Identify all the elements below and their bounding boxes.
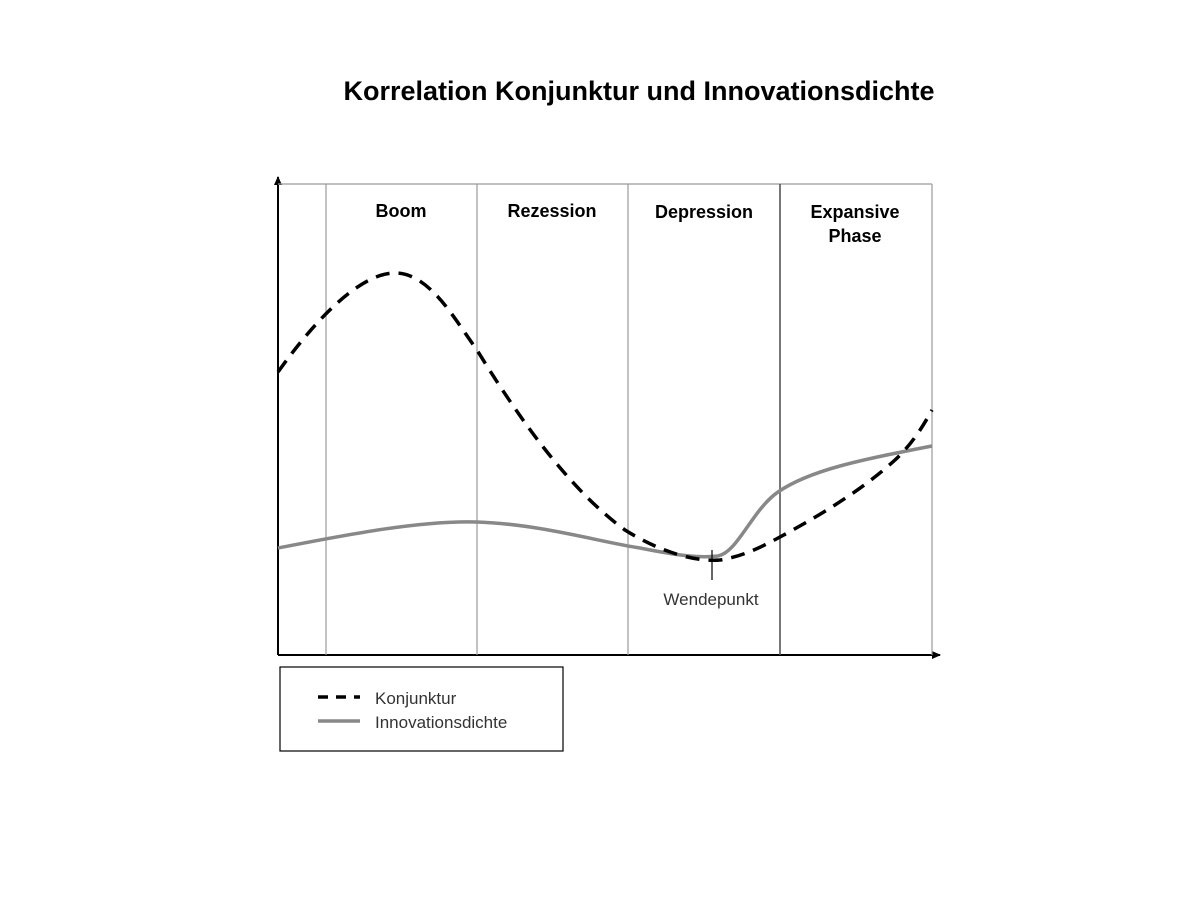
innovationsdichte-curve xyxy=(277,444,933,559)
legend-box xyxy=(279,666,564,752)
phase-label-expansive: Expansive xyxy=(810,202,899,222)
phase-label-phase: Phase xyxy=(828,226,881,246)
phase-label-boom: Boom xyxy=(376,201,427,221)
legend: Konjunktur Innovationsdichte xyxy=(279,666,564,752)
chart-title: Korrelation Konjunktur und Innovationsdi… xyxy=(343,76,935,106)
wendepunkt-label: Wendepunkt xyxy=(663,590,758,609)
konjunktur-curve xyxy=(276,271,934,562)
phase-label-depression: Depression xyxy=(655,202,753,222)
phase-grid xyxy=(278,183,933,655)
legend-label-konjunktur: Konjunktur xyxy=(375,689,457,708)
legend-label-innovationsdichte: Innovationsdichte xyxy=(375,713,507,732)
phase-label-rezession: Rezession xyxy=(507,201,596,221)
